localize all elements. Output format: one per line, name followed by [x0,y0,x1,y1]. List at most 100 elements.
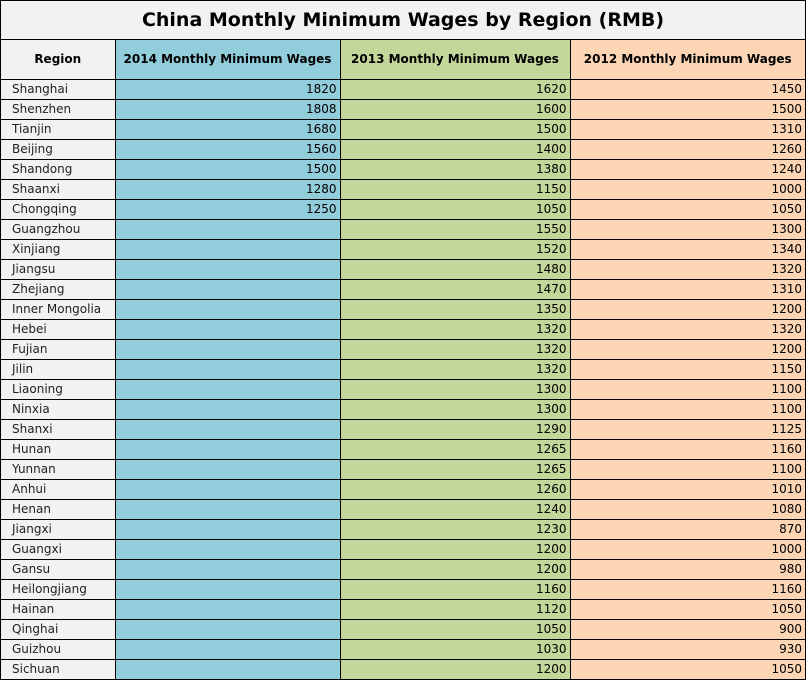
cell-2013[interactable]: 1150 [340,179,571,200]
cell-2013[interactable]: 1050 [340,199,571,220]
cell-region[interactable]: Chongqing [1,199,116,220]
cell-region[interactable]: Xinjiang [1,239,116,260]
cell-2013[interactable]: 1620 [340,79,571,100]
cell-region[interactable]: Beijing [1,139,116,160]
cell-region[interactable]: Tianjin [1,119,116,140]
cell-region[interactable]: Zhejiang [1,279,116,300]
cell-2014[interactable]: 1820 [115,79,341,100]
cell-region[interactable]: Inner Mongolia [1,299,116,320]
cell-2012[interactable]: 1100 [570,399,805,420]
cell-2014[interactable] [115,319,341,340]
cell-2013[interactable]: 1520 [340,239,571,260]
cell-region[interactable]: Jiangsu [1,259,116,280]
cell-2013[interactable]: 1350 [340,299,571,320]
cell-2012[interactable]: 1050 [570,599,805,620]
cell-2012[interactable]: 1260 [570,139,805,160]
cell-2014[interactable] [115,639,341,660]
cell-2013[interactable]: 1240 [340,499,571,520]
cell-region[interactable]: Guangxi [1,539,116,560]
cell-2012[interactable]: 1450 [570,79,805,100]
cell-2013[interactable]: 1200 [340,659,571,679]
cell-2014[interactable] [115,459,341,480]
cell-2012[interactable]: 1125 [570,419,805,440]
cell-2013[interactable]: 1600 [340,99,571,120]
cell-2014[interactable] [115,419,341,440]
cell-2013[interactable]: 1380 [340,159,571,180]
cell-2012[interactable]: 1010 [570,479,805,500]
cell-2012[interactable]: 1160 [570,439,805,460]
cell-2014[interactable]: 1680 [115,119,341,140]
cell-2014[interactable] [115,579,341,600]
cell-region[interactable]: Shanghai [1,79,116,100]
cell-2014[interactable] [115,519,341,540]
cell-2014[interactable] [115,239,341,260]
cell-region[interactable]: Shanxi [1,419,116,440]
cell-2014[interactable] [115,539,341,560]
cell-region[interactable]: Shenzhen [1,99,116,120]
cell-2013[interactable]: 1400 [340,139,571,160]
cell-2012[interactable]: 1100 [570,379,805,400]
cell-2012[interactable]: 980 [570,559,805,580]
cell-2012[interactable]: 1320 [570,259,805,280]
cell-2012[interactable]: 1050 [570,199,805,220]
cell-2013[interactable]: 1030 [340,639,571,660]
cell-2013[interactable]: 1300 [340,379,571,400]
cell-2012[interactable]: 1050 [570,659,805,679]
cell-2012[interactable]: 1320 [570,319,805,340]
cell-region[interactable]: Ninxia [1,399,116,420]
cell-region[interactable]: Hainan [1,599,116,620]
cell-2014[interactable] [115,299,341,320]
cell-2012[interactable]: 1000 [570,179,805,200]
cell-region[interactable]: Jilin [1,359,116,380]
cell-2012[interactable]: 1310 [570,119,805,140]
cell-2014[interactable] [115,279,341,300]
cell-2012[interactable]: 930 [570,639,805,660]
cell-region[interactable]: Fujian [1,339,116,360]
cell-2013[interactable]: 1320 [340,339,571,360]
cell-2014[interactable] [115,439,341,460]
cell-2014[interactable] [115,599,341,620]
cell-2012[interactable]: 1080 [570,499,805,520]
cell-2013[interactable]: 1265 [340,459,571,480]
cell-2014[interactable] [115,399,341,420]
column-header-2014[interactable]: 2014 Monthly Minimum Wages [114,40,341,80]
cell-2013[interactable]: 1320 [340,359,571,380]
cell-region[interactable]: Jiangxi [1,519,116,540]
cell-2013[interactable]: 1300 [340,399,571,420]
column-header-region[interactable]: Region [1,40,116,80]
cell-2013[interactable]: 1470 [340,279,571,300]
cell-2014[interactable] [115,359,341,380]
cell-2013[interactable]: 1160 [340,579,571,600]
column-header-2013[interactable]: 2013 Monthly Minimum Wages [339,40,571,80]
cell-2012[interactable]: 1500 [570,99,805,120]
cell-2014[interactable] [115,659,341,679]
cell-region[interactable]: Shandong [1,159,116,180]
cell-2013[interactable]: 1120 [340,599,571,620]
cell-2014[interactable] [115,219,341,240]
cell-2014[interactable] [115,259,341,280]
cell-region[interactable]: Anhui [1,479,116,500]
cell-2012[interactable]: 1240 [570,159,805,180]
cell-2012[interactable]: 1200 [570,339,805,360]
cell-region[interactable]: Yunnan [1,459,116,480]
cell-2012[interactable]: 1100 [570,459,805,480]
cell-2014[interactable]: 1280 [115,179,341,200]
cell-region[interactable]: Gansu [1,559,116,580]
cell-2014[interactable]: 1500 [115,159,341,180]
cell-2014[interactable]: 1250 [115,199,341,220]
cell-2014[interactable] [115,559,341,580]
cell-2012[interactable]: 1300 [570,219,805,240]
cell-2012[interactable]: 900 [570,619,805,640]
cell-region[interactable]: Qinghai [1,619,116,640]
cell-2014[interactable] [115,339,341,360]
cell-region[interactable]: Hunan [1,439,116,460]
column-header-2012[interactable]: 2012 Monthly Minimum Wages [569,40,805,80]
cell-2013[interactable]: 1500 [340,119,571,140]
cell-region[interactable]: Liaoning [1,379,116,400]
cell-2013[interactable]: 1320 [340,319,571,340]
cell-2012[interactable]: 870 [570,519,805,540]
cell-2013[interactable]: 1200 [340,559,571,580]
cell-2014[interactable]: 1808 [115,99,341,120]
cell-region[interactable]: Sichuan [1,659,116,679]
cell-2012[interactable]: 1310 [570,279,805,300]
